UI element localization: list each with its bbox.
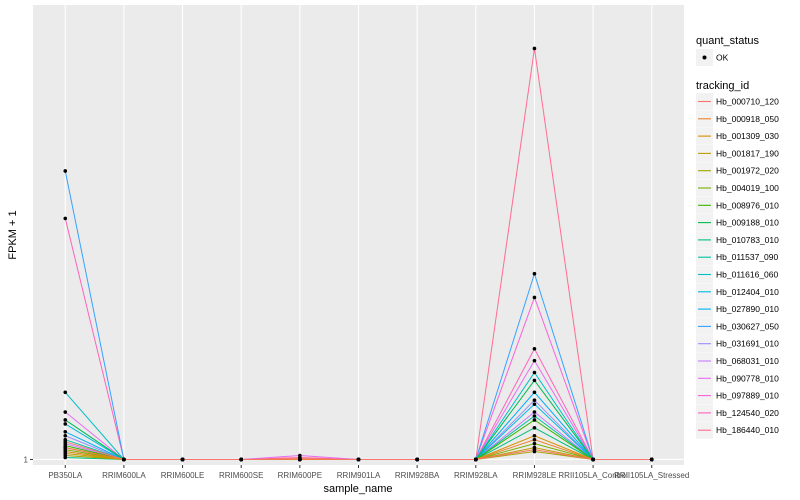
point-Hb_001817_190-8 bbox=[532, 445, 537, 450]
point-Hb_000918_050-8 bbox=[532, 437, 537, 442]
x-tick-label-8: RRIM928LE bbox=[513, 471, 557, 480]
legend: quant_status OK tracking_id Hb_000710_12… bbox=[696, 35, 779, 439]
legend-label-Hb_001309_030: Hb_001309_030 bbox=[716, 131, 779, 141]
legend-label-Hb_090778_010: Hb_090778_010 bbox=[716, 373, 779, 383]
x-tick-label-6: RRIM928BA bbox=[395, 471, 440, 480]
point-Hb_090778_010-0 bbox=[63, 410, 68, 414]
point-Hb_011616_060-8 bbox=[532, 370, 537, 375]
point-Hb_124540_020-8 bbox=[532, 347, 537, 351]
legend-label-Hb_186440_010: Hb_186440_010 bbox=[716, 425, 779, 435]
point-Hb_001309_030-8 bbox=[532, 433, 537, 438]
point-Hb_011616_060-0 bbox=[63, 390, 68, 395]
point-Hb_001972_020-8 bbox=[532, 449, 537, 454]
point-Hb_009188_010-0 bbox=[63, 418, 68, 422]
legend-label-Hb_000918_050: Hb_000918_050 bbox=[716, 114, 779, 124]
legend-label-Hb_001817_190: Hb_001817_190 bbox=[716, 148, 779, 158]
point-Hb_031691_010-0 bbox=[63, 433, 68, 438]
y-tick-label-0: 1 bbox=[24, 455, 29, 464]
x-tick-label-1: RRIM600LA bbox=[102, 471, 146, 480]
point-Hb_008976_010-8 bbox=[532, 418, 537, 422]
point-Hb_011537_090-0 bbox=[63, 437, 68, 442]
point-Hb_030627_050-8 bbox=[532, 271, 537, 276]
point-Hb_186440_010-5 bbox=[356, 457, 361, 462]
point-Hb_097889_010-0 bbox=[63, 445, 68, 450]
legend-title-quant-status: quant_status bbox=[696, 35, 759, 47]
point-Hb_068031_010-0 bbox=[63, 441, 68, 446]
point-Hb_068031_010-8 bbox=[532, 410, 537, 414]
point-Hb_186440_010-7 bbox=[474, 457, 478, 462]
point-Hb_027890_010-0 bbox=[63, 430, 68, 434]
legend-label-Hb_010783_010: Hb_010783_010 bbox=[716, 235, 779, 245]
legend-label-Hb_000710_120: Hb_000710_120 bbox=[716, 97, 779, 107]
point-Hb_010783_010-8 bbox=[532, 426, 537, 430]
legend-label-Hb_068031_010: Hb_068031_010 bbox=[716, 356, 779, 366]
legend-label-Hb_011616_060: Hb_011616_060 bbox=[716, 270, 779, 280]
legend-label-Hb_004019_100: Hb_004019_100 bbox=[716, 183, 779, 193]
grid-lines bbox=[33, 5, 684, 465]
x-tick-label-4: RRIM600PE bbox=[278, 471, 322, 480]
point-Hb_027890_010-8 bbox=[532, 390, 537, 395]
point-Hb_031691_010-8 bbox=[532, 398, 537, 402]
point-Hb_186440_010-2 bbox=[180, 457, 185, 462]
point-Hb_090778_010-8 bbox=[532, 358, 537, 363]
legend-label-Hb_097889_010: Hb_097889_010 bbox=[716, 391, 779, 401]
legend-label-Hb_009188_010: Hb_009188_010 bbox=[716, 218, 779, 228]
legend-label-Hb_031691_010: Hb_031691_010 bbox=[716, 339, 779, 349]
legend-items: Hb_000710_120 Hb_000918_050 Hb_001309_030 H… bbox=[696, 93, 779, 439]
point-Hb_010783_010-0 bbox=[63, 455, 68, 460]
legend-label-Hb_008976_010: Hb_008976_010 bbox=[716, 200, 779, 210]
point-Hb_004019_100-8 bbox=[532, 441, 537, 446]
x-tick-label-0: PB350LA bbox=[48, 471, 82, 480]
x-axis-title: sample_name bbox=[323, 483, 392, 495]
point-Hb_097889_010-8 bbox=[532, 295, 537, 300]
point-Hb_186440_010-6 bbox=[415, 457, 419, 462]
legend-label-Hb_030627_050: Hb_030627_050 bbox=[716, 321, 779, 331]
legend-label-Hb_011537_090: Hb_011537_090 bbox=[716, 252, 779, 262]
legend-title-tracking-id: tracking_id bbox=[696, 80, 749, 92]
x-tick-label-7: RRIM928LA bbox=[454, 471, 498, 480]
point-Hb_124540_020-0 bbox=[63, 216, 68, 221]
series-points bbox=[63, 46, 654, 462]
legend-label-Hb_124540_020: Hb_124540_020 bbox=[716, 408, 779, 418]
point-Hb_186440_010-10 bbox=[649, 457, 654, 462]
legend-label-Hb_027890_010: Hb_027890_010 bbox=[716, 304, 779, 314]
point-Hb_186440_010-9 bbox=[591, 457, 595, 462]
point-Hb_012404_010-0 bbox=[63, 422, 68, 426]
x-tick-label-10: RRII105LA_Stressed bbox=[614, 471, 689, 480]
point-Hb_012404_010-8 bbox=[532, 402, 537, 406]
point-Hb_011537_090-8 bbox=[532, 414, 537, 418]
legend-label-ok: OK bbox=[716, 53, 729, 63]
point-Hb_030627_050-0 bbox=[63, 169, 68, 173]
point-Hb_186440_010-1 bbox=[122, 457, 126, 462]
legend-point-ok bbox=[702, 55, 707, 60]
x-tick-label-3: RRIM600SE bbox=[219, 471, 263, 480]
y-axis-title: FPKM + 1 bbox=[7, 210, 19, 259]
x-tick-label-2: RRIM600LE bbox=[161, 471, 205, 480]
y-axis-ticks: 1 bbox=[24, 455, 33, 464]
point-Hb_186440_010-0 bbox=[63, 449, 68, 454]
x-axis-ticks: PB350LA RRIM600LA RRIM600LE RRIM600SE RRIM60… bbox=[48, 465, 689, 480]
point-Hb_186440_010-8 bbox=[532, 46, 537, 51]
point-Hb_186440_010-3 bbox=[239, 457, 243, 462]
x-tick-label-5: RRIM901LA bbox=[337, 471, 381, 480]
point-Hb_186440_010-4 bbox=[298, 455, 302, 460]
legend-label-Hb_001972_020: Hb_001972_020 bbox=[716, 166, 779, 176]
legend-label-Hb_012404_010: Hb_012404_010 bbox=[716, 287, 779, 297]
x-tick-label-9: RRII105LA_Control bbox=[558, 471, 628, 480]
point-Hb_009188_010-8 bbox=[532, 378, 537, 383]
